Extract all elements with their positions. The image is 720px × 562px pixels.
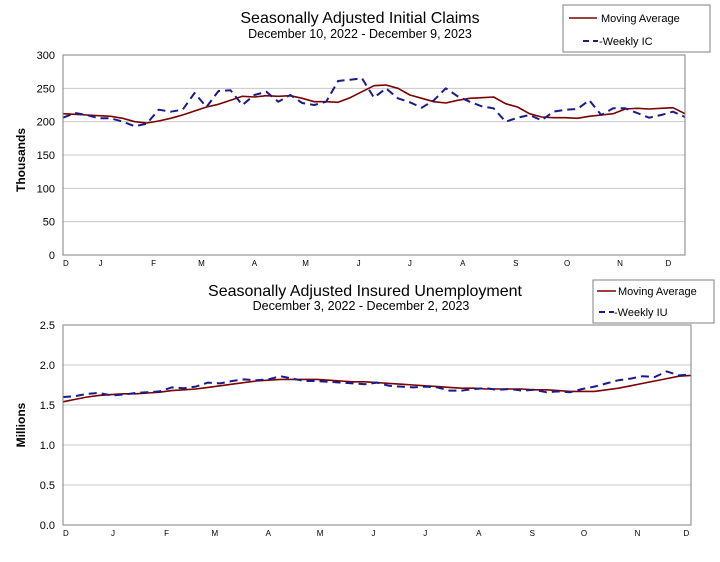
chart2-gridlines (63, 324, 691, 526)
chart1-y-tick-label: 200 (37, 117, 55, 129)
chart2-x-month-label: A (476, 529, 482, 538)
insured-unemployment-chart: Seasonally Adjusted Insured Unemployment… (14, 279, 715, 538)
chart2-legend-label-ma: Moving Average (618, 286, 697, 298)
chart2-plot-frame (62, 324, 692, 526)
chart1-title: Seasonally Adjusted Initial Claims (240, 10, 479, 27)
chart1-legend: Moving Average -Weekly IC (562, 4, 711, 53)
chart2-x-month-label: S (530, 529, 535, 538)
chart1-subtitle: December 10, 2022 - December 9, 2023 (248, 27, 472, 41)
chart1-x-month-label: F (151, 259, 156, 268)
chart1-x-month-label: N (617, 259, 623, 268)
chart1-x-month-label: J (357, 259, 361, 268)
chart2-x-month-label: J (111, 529, 115, 538)
chart1-series-moving-average (62, 84, 686, 124)
chart2-x-month-label: O (581, 529, 587, 538)
chart2-y-axis-label: Millions (14, 402, 28, 447)
chart1-series-lines (62, 77, 686, 128)
chart2-legend: Moving Average -Weekly IU (592, 279, 715, 324)
chart1-y-tick-label: 50 (43, 217, 55, 229)
chart1-y-axis-label: Thousands (14, 128, 28, 192)
chart1-x-month-label: M (302, 259, 309, 268)
chart2-x-month-label: F (164, 529, 169, 538)
chart2-x-month-label: J (372, 529, 376, 538)
chart1-y-tick-label: 100 (37, 183, 55, 195)
chart2-x-month-label: A (266, 529, 272, 538)
chart1-x-month-label: A (252, 259, 258, 268)
chart2-y-tick-label: 1.0 (40, 440, 55, 452)
chart2-x-month-label: D (63, 529, 69, 538)
chart1-x-month-label: O (564, 259, 570, 268)
chart1-legend-box (562, 4, 711, 53)
chart2-x-month-label: D (683, 529, 689, 538)
chart1-x-month-label: D (63, 259, 69, 268)
chart1-x-month-label: A (460, 259, 466, 268)
chart2-series-lines (62, 370, 692, 403)
chart2-subtitle: December 3, 2022 - December 2, 2023 (253, 299, 470, 313)
chart1-legend-label-ma: Moving Average (601, 13, 680, 25)
chart1-x-month-label: J (99, 259, 103, 268)
chart1-x-month-label: S (513, 259, 518, 268)
chart2-series-moving-average (62, 374, 692, 403)
chart2-legend-box (592, 279, 715, 324)
chart1-plot-frame (62, 54, 686, 256)
chart1-y-tick-label: 300 (37, 50, 55, 62)
chart1-series-weekly (62, 77, 686, 128)
chart1-y-tick-label: 250 (37, 83, 55, 95)
initial-claims-chart: Seasonally Adjusted Initial Claims Decem… (14, 4, 711, 268)
chart2-title: Seasonally Adjusted Insured Unemployment (208, 283, 523, 300)
chart2-x-month-label: N (635, 529, 641, 538)
chart2-y-tick-label: 0.5 (40, 480, 55, 492)
chart1-legend-label-weekly: -Weekly IC (599, 36, 653, 48)
chart2-y-tick-label: 2.5 (40, 320, 55, 332)
chart2-y-tick-label: 1.5 (40, 400, 55, 412)
chart2-y-ticks: 0.0 0.5 1.0 1.5 2.0 2.5 (40, 320, 55, 532)
chart1-y-tick-label: 150 (37, 150, 55, 162)
chart2-legend-label-weekly: -Weekly IU (614, 307, 668, 319)
chart2-x-month-label: J (423, 529, 427, 538)
chart2-y-tick-label: 0.0 (40, 520, 55, 532)
chart1-y-tick-label: 0 (49, 250, 55, 262)
chart2-x-month-label: M (317, 529, 324, 538)
chart2-y-tick-label: 2.0 (40, 360, 55, 372)
chart1-x-month-label: J (408, 259, 412, 268)
chart2-series-weekly (62, 370, 692, 398)
chart1-x-month-label: M (198, 259, 205, 268)
chart1-y-ticks: 0 50 100 150 200 250 300 (37, 50, 55, 262)
chart2-x-month-label: M (211, 529, 218, 538)
chart1-x-month-label: D (666, 259, 672, 268)
